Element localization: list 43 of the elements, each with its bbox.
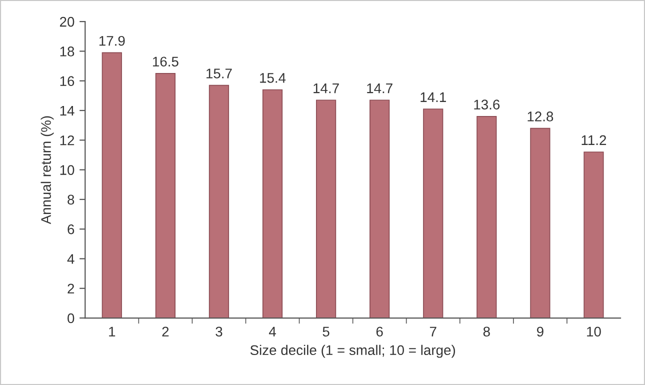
- y-tick-label: 18: [60, 46, 74, 56]
- x-tick-label: 8: [483, 326, 490, 337]
- bar: [262, 89, 283, 318]
- x-tick-label: 6: [376, 326, 383, 337]
- bar: [155, 73, 176, 318]
- x-tick-label: 5: [322, 326, 330, 337]
- y-tick-label: 6: [68, 224, 74, 234]
- x-tick-label: 7: [430, 326, 436, 336]
- y-tick-label: 20: [60, 16, 74, 27]
- x-axis-title: Size decile (1 = small; 10 = large): [250, 344, 456, 358]
- x-tick-label: 3: [216, 326, 222, 337]
- bar: [370, 100, 390, 318]
- bar: [102, 52, 122, 318]
- bar: [423, 108, 444, 318]
- y-tick-label: 12: [60, 135, 74, 146]
- y-tick-label: 14: [60, 106, 74, 116]
- y-axis-title: Annual return (%): [40, 116, 54, 224]
- y-tick-label: 0: [68, 313, 74, 324]
- y-tick-label: 16: [60, 76, 74, 86]
- data-label: 12.8: [528, 112, 554, 122]
- y-tick-label: 4: [67, 254, 74, 264]
- data-label: 14.1: [420, 92, 446, 102]
- x-tick-label: 1: [109, 326, 116, 336]
- data-label: 17.9: [99, 36, 125, 46]
- y-tick-label: 8: [68, 194, 74, 205]
- bar: [530, 128, 550, 318]
- data-label: 14.7: [367, 84, 392, 94]
- data-label: 14.7: [314, 84, 339, 94]
- y-tick-label: 2: [68, 284, 74, 294]
- bar: [476, 116, 497, 318]
- x-tick-label: 4: [268, 326, 276, 336]
- x-tick-label: 9: [536, 326, 544, 337]
- bar: [316, 100, 336, 318]
- x-tick-label: 10: [587, 326, 601, 337]
- y-tick-label: 10: [60, 165, 74, 175]
- data-label: 15.7: [206, 68, 232, 78]
- bar: [208, 84, 230, 318]
- data-label: 15.4: [260, 73, 286, 83]
- bar: [584, 152, 604, 318]
- data-label: 13.6: [474, 100, 500, 110]
- x-tick-label: 2: [162, 326, 169, 336]
- data-label: 16.5: [152, 56, 178, 67]
- data-label: 11.2: [582, 135, 606, 145]
